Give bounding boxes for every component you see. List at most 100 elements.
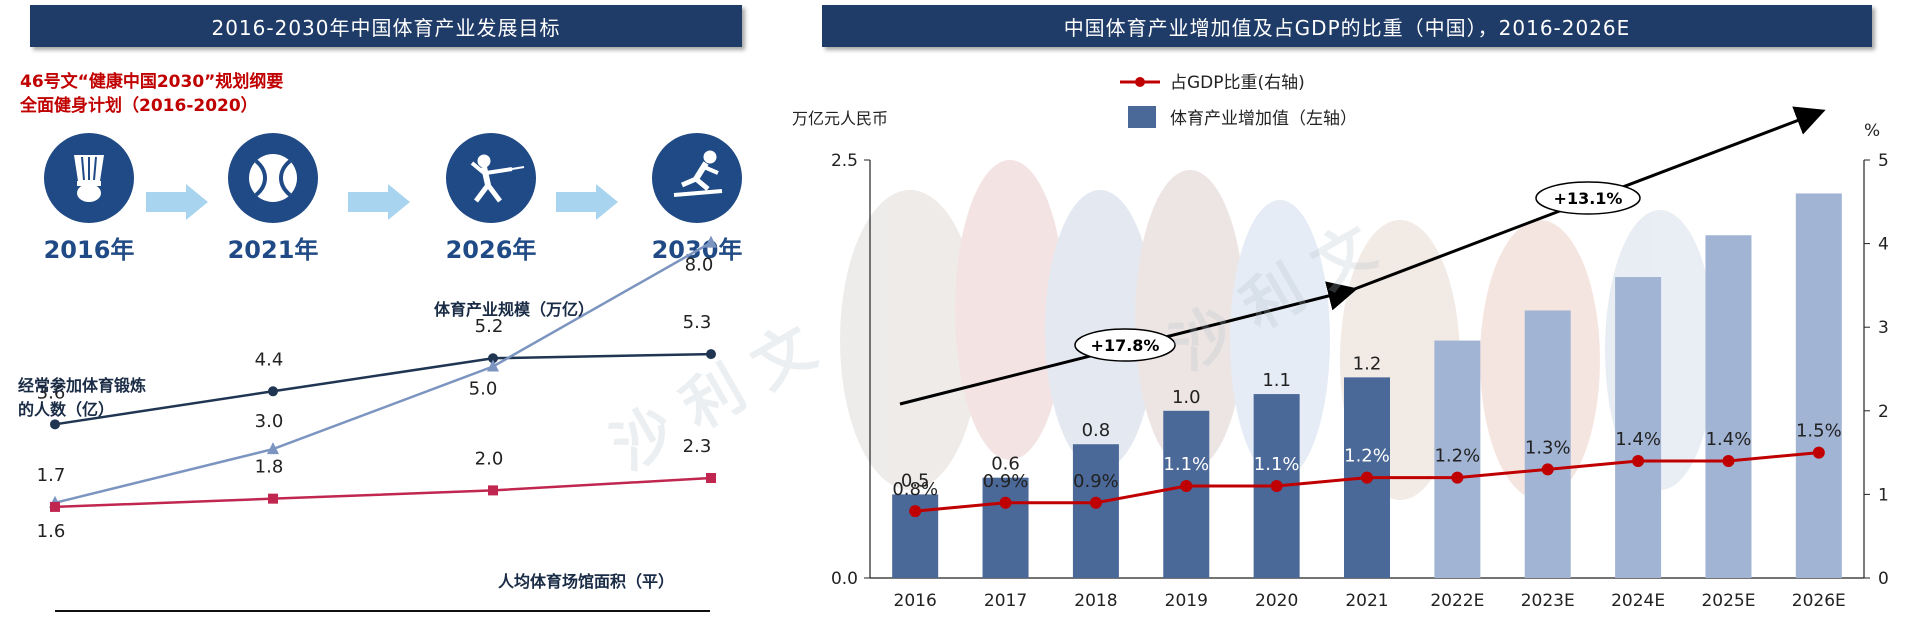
x-tick-label: 2018 [1074, 591, 1117, 611]
cagr-bubble-1 [1074, 328, 1176, 362]
x-tick-label: 2017 [984, 591, 1027, 611]
bar-2017 [982, 477, 1029, 578]
left-line-chart: 3.6 4.4 5.2 5.3 1.7 3.0 5.0 8.0 1.6 1.8 2.0 2.3 [37, 235, 717, 542]
left-series-point [706, 473, 716, 484]
milestone-year: 2026年 [445, 236, 537, 264]
gdp-share-label: 0.9% [983, 471, 1029, 492]
left-series-point [50, 419, 60, 430]
left-series-point [488, 485, 498, 496]
left-data-label: 2.0 [475, 448, 504, 469]
left-data-label: 8.0 [685, 255, 714, 276]
left-series-point [268, 493, 278, 504]
left-data-label: 3.0 [255, 411, 284, 432]
y-right-tick-label: 4 [1878, 235, 1889, 255]
left-data-label: 5.3 [683, 312, 712, 333]
policy-note-line-2: 全面健身计划（2016-2020） [20, 96, 258, 116]
gdp-share-point [1632, 454, 1645, 467]
legend-line-label: 占GDP比重(右轴) [1170, 73, 1305, 93]
gdp-share-label: 1.4% [1615, 429, 1661, 450]
right-panel-title: 中国体育产业增加值及占GDP的比重（中国），2016-2026E [822, 5, 1872, 47]
bar-2023E [1524, 310, 1571, 578]
gdp-share-point [1270, 480, 1283, 493]
bar-2018 [1072, 444, 1119, 578]
y-right-tick-label: 5 [1878, 151, 1889, 171]
y-left-tick-label: 2.5 [831, 151, 858, 171]
x-tick-label: 2026E [1792, 591, 1846, 611]
x-tick-label: 2019 [1165, 591, 1208, 611]
bar-value-label: 1.1 [1262, 370, 1291, 391]
gdp-share-point [1722, 454, 1735, 467]
y-right-unit: % [1864, 121, 1880, 141]
arrow-right-icon [348, 184, 412, 220]
left-data-label: 5.2 [475, 316, 504, 337]
y-right-tick-label: 1 [1878, 485, 1889, 505]
x-tick-label: 2024E [1611, 591, 1665, 611]
left-series-point [487, 359, 499, 372]
y-left-tick-label: 0.0 [831, 569, 858, 589]
left-panel-title: 2016-2030年中国体育产业发展目标 [30, 5, 742, 47]
left-series-line-2 [54, 476, 712, 509]
left-series-line-1 [54, 241, 712, 505]
gdp-share-label: 1.2% [1344, 446, 1390, 467]
policy-note: 46号文“健康中国2030”规划纲要 全面健身计划（2016-2020） [20, 70, 283, 118]
y-left-unit: 万亿元人民币 [792, 109, 888, 128]
series-label-people-line-2: 的人数（亿） [18, 400, 115, 419]
left-series-point [268, 386, 278, 397]
x-tick-label: 2020 [1255, 591, 1298, 611]
legend-bar-swatch [1128, 106, 1156, 128]
bar-value-label: 0.5 [901, 470, 930, 491]
right-combo-chart: 0.0 2.5 0 1 2 3 4 5 0.5 2016 0.6 2017 0.8 2018 1.0 201… [792, 73, 1889, 611]
legend-bar-label: 体育产业增加值（左轴） [1170, 109, 1357, 129]
x-tick-label: 2025E [1701, 591, 1755, 611]
bar-value-label: 1.2 [1353, 353, 1382, 374]
left-baseline-divider [55, 610, 710, 612]
tennis-ball-icon [228, 133, 318, 223]
gdp-share-label: 1.3% [1525, 437, 1571, 458]
bar-2022E [1434, 340, 1481, 578]
bar-2025E [1705, 235, 1752, 579]
series-label-industry-scale: 体育产业规模（万亿） [434, 300, 595, 319]
bar-value-label: 1.0 [1172, 387, 1201, 408]
gdp-share-label: 1.4% [1706, 429, 1752, 450]
left-data-label: 5.0 [469, 379, 498, 400]
badminton-shuttlecock-icon [44, 133, 134, 223]
milestone-year: 2016年 [43, 236, 135, 264]
gdp-share-label: 1.2% [1434, 446, 1480, 467]
left-series-point [705, 235, 717, 248]
left-data-label: 2.3 [683, 436, 712, 457]
series-label-people: 经常参加体育锻炼 的人数（亿） [18, 374, 146, 422]
cagr-bubble-2 [1535, 181, 1641, 215]
gdp-share-label: 1.5% [1796, 421, 1842, 442]
gdp-share-point [1451, 471, 1464, 484]
gdp-share-label: 1.1% [1163, 454, 1209, 475]
skateboard-icon [652, 133, 742, 223]
gdp-share-point [909, 505, 922, 518]
gdp-share-point [1361, 471, 1373, 484]
bar-value-label: 0.8 [1082, 420, 1111, 441]
y-right-tick-label: 0 [1878, 569, 1889, 589]
bar-2026E [1795, 193, 1842, 578]
left-series-line-0 [54, 352, 712, 426]
x-tick-label: 2022E [1430, 591, 1484, 611]
y-right-tick-label: 2 [1878, 402, 1889, 422]
left-data-label: 4.4 [255, 349, 284, 370]
legend-line-marker [1135, 77, 1145, 87]
arrow-right-icon [556, 184, 620, 220]
gdp-share-point [1812, 446, 1825, 459]
arrow-right-icon [146, 184, 210, 220]
gdp-share-label: 0.9% [1073, 471, 1119, 492]
gdp-share-label: 1.1% [1254, 454, 1300, 475]
x-tick-label: 2016 [894, 591, 937, 611]
left-series-point [50, 501, 60, 512]
fencing-icon [446, 133, 536, 223]
left-data-label: 1.6 [37, 521, 66, 542]
bar-value-label: 0.6 [991, 454, 1020, 475]
x-tick-label: 2023E [1521, 591, 1575, 611]
left-series-point [267, 442, 279, 455]
bar-2024E [1615, 277, 1662, 578]
left-data-label: 1.8 [255, 457, 284, 478]
cagr-label-2: +13.1% [1554, 189, 1623, 208]
left-series-point [706, 349, 716, 360]
left-series-point [488, 353, 498, 364]
gdp-share-point [1089, 496, 1102, 509]
